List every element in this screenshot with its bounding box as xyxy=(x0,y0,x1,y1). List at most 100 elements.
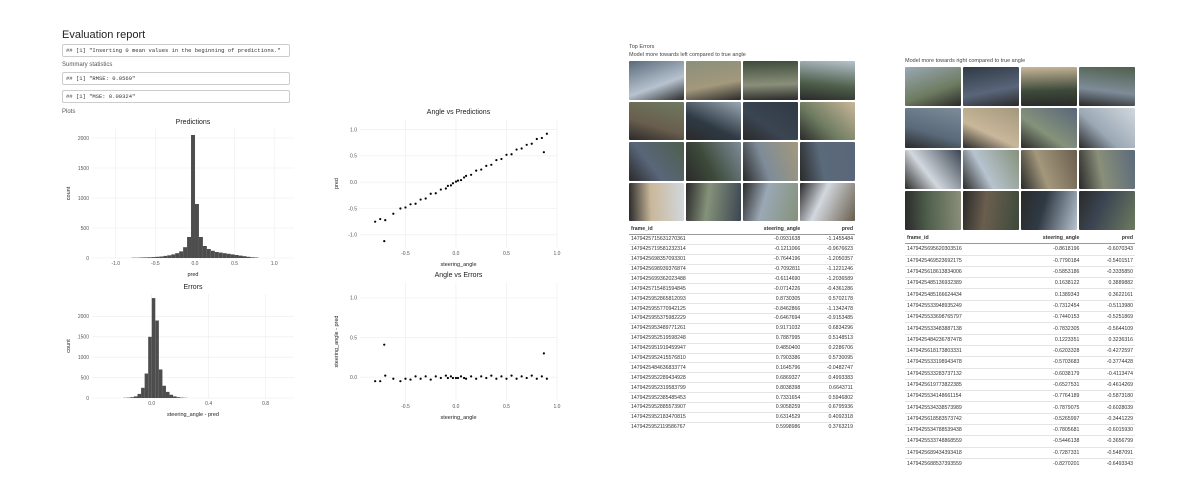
table-cell: -0.4614269 xyxy=(1081,378,1135,391)
x-tick-label: 0.0 xyxy=(148,401,155,407)
table-cell: -0.5113980 xyxy=(1081,299,1135,312)
table-cell: -0.0714226 xyxy=(731,283,803,294)
table-cell: 1479425952519598248 xyxy=(629,332,732,344)
table-cell: -1.1455484 xyxy=(802,233,855,245)
table-cell: 0.7903386 xyxy=(731,352,803,363)
chart-title: Angle vs Predictions xyxy=(427,109,491,116)
bar xyxy=(222,253,227,258)
table-cell: 1479425952885573907 xyxy=(629,402,732,413)
table-cell: 1479425952865812093 xyxy=(629,293,732,304)
table-cell: 0.9058259 xyxy=(731,402,803,413)
header-row: frame_id steering_angle pred xyxy=(905,233,1135,245)
thumbnail xyxy=(1021,149,1077,189)
table-cell: -1.2036589 xyxy=(802,273,855,284)
table-cell: -0.5703683 xyxy=(1009,356,1082,369)
table-cell: 0.8730305 xyxy=(731,293,803,304)
table-cell: 1479425533698765797 xyxy=(905,311,1010,323)
table-cell: -0.6527531 xyxy=(1009,378,1082,391)
table-row: 1479425533698765797 -0.7440153 -0.5251869 xyxy=(905,311,1135,323)
bar xyxy=(167,255,172,258)
table-row: 1479425534788539438 -0.7805681 -0.6015930 xyxy=(905,424,1135,436)
table-cell: 1479425695620303516 xyxy=(905,243,1010,256)
bar xyxy=(175,253,180,258)
y-tick-label: 500 xyxy=(81,375,90,381)
table-row: 1479425952289434928 0.6869327 0.4993383 xyxy=(629,372,855,383)
code-output: ## [1] "MSE: 0.00324" xyxy=(62,90,290,103)
point xyxy=(480,168,483,171)
point xyxy=(384,374,387,377)
bar xyxy=(238,255,243,258)
table-cell: 1479425484636833774 xyxy=(629,362,732,373)
thumbnail xyxy=(743,182,798,221)
table-cell: 0.1645796 xyxy=(731,362,803,373)
bar xyxy=(246,256,251,258)
point xyxy=(383,343,386,346)
table-cell: -0.6070343 xyxy=(1081,243,1135,256)
table-cell: -0.7287331 xyxy=(1009,446,1082,459)
point xyxy=(525,143,528,146)
table-cell: 0.7887995 xyxy=(731,332,803,344)
table-cell: -0.0931638 xyxy=(731,233,803,245)
thumbnail xyxy=(686,142,741,181)
point xyxy=(515,377,518,380)
table-row: 1479425533198943478 -0.5703683 -0.3774428 xyxy=(905,356,1135,369)
y-axis-label: count xyxy=(66,186,72,200)
table-cell: 1479425533483887138 xyxy=(905,322,1010,335)
point xyxy=(424,197,427,200)
table-row: 1479425695620303516 -0.8618196 -0.6070343 xyxy=(905,243,1135,256)
table-cell: -0.7440153 xyxy=(1009,311,1082,323)
point xyxy=(449,184,453,187)
table-cell: -0.7879075 xyxy=(1009,401,1082,414)
thumbnail xyxy=(686,61,741,100)
column-header: pred xyxy=(1081,233,1135,245)
point xyxy=(439,188,442,191)
table-cell: -0.7312454 xyxy=(1009,299,1082,312)
table-cell: 1479425715631270361 xyxy=(629,233,732,245)
point xyxy=(495,158,498,162)
bar xyxy=(148,336,152,398)
x-tick-label: 0.5 xyxy=(503,251,510,257)
point xyxy=(542,151,545,154)
bar xyxy=(165,391,170,398)
table-cell: 0.4993383 xyxy=(802,372,855,383)
table-cell: -0.5487091 xyxy=(1081,446,1135,459)
table-cell: -0.8618196 xyxy=(1009,243,1082,256)
point xyxy=(384,218,387,222)
bar xyxy=(202,246,207,258)
bar xyxy=(155,256,160,258)
table-cell: 0.3236316 xyxy=(1081,333,1135,346)
table-row: 1479425955770942125 -0.8462866 -1.1342478 xyxy=(629,303,855,314)
table-cell: 1479425953489771261 xyxy=(629,322,732,334)
table-cell: -0.5251869 xyxy=(1081,311,1135,323)
thumbnail xyxy=(1079,190,1135,230)
bar xyxy=(226,253,231,258)
point xyxy=(490,374,493,377)
y-tick-label: 1500 xyxy=(78,335,89,341)
section-label: Plots xyxy=(62,109,76,115)
x-axis-label: steering_angle - pred xyxy=(167,412,219,418)
code-output: ## [1] "RMSE: 0.0569" xyxy=(62,72,290,85)
table-cell: 0.5148513 xyxy=(802,332,855,344)
table-row: 1479425533283737132 -0.6038179 -0.4113474 xyxy=(905,367,1135,380)
bar xyxy=(183,247,188,258)
bar xyxy=(198,237,203,258)
thumbnail xyxy=(905,67,961,107)
bar xyxy=(141,387,145,398)
table-cell: 0.3889882 xyxy=(1081,277,1135,289)
table-cell: 0.3763219 xyxy=(802,421,855,432)
table-cell: -0.6015930 xyxy=(1081,424,1135,436)
table-row: 1479425619773822385 -0.6527531 -0.4614269 xyxy=(905,378,1135,391)
y-axis-label: steering_angle - pred xyxy=(334,316,340,368)
point xyxy=(545,377,548,380)
point xyxy=(510,374,513,377)
point xyxy=(475,169,478,172)
thumbnail xyxy=(743,61,798,100)
thumbnail xyxy=(800,61,855,100)
table-cell: 0.8038398 xyxy=(731,382,803,393)
point xyxy=(545,132,548,135)
point xyxy=(515,148,518,151)
table-row: 1479425618173803331 -0.6203328 -0.4272597 xyxy=(905,344,1135,357)
point xyxy=(404,377,407,380)
table-cell: -0.5873180 xyxy=(1081,390,1135,402)
table-cell: -0.5265997 xyxy=(1009,412,1082,425)
